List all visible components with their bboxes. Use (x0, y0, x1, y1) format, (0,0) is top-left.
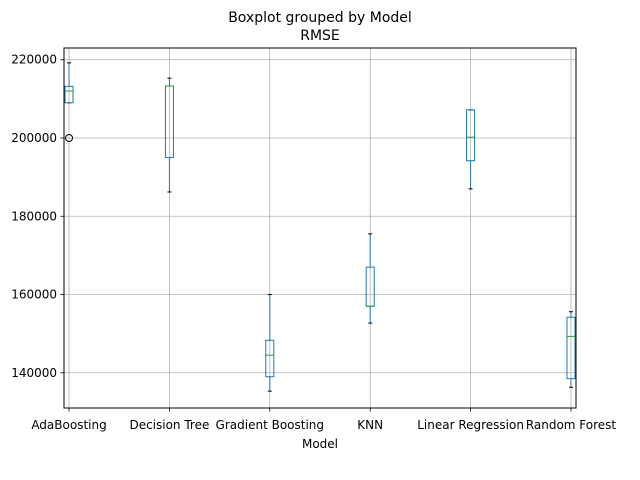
plot-frame (63, 47, 577, 409)
box-gradient-boosting (265, 294, 275, 392)
x-tick-label: Linear Regression (417, 418, 524, 432)
chart-suptitle: Boxplot grouped by Model (228, 10, 412, 26)
box-adaboosting (64, 62, 74, 142)
x-axis-label: Model (302, 437, 338, 451)
box-knn (365, 233, 375, 324)
iqr-box (64, 85, 74, 104)
grid-layer (64, 48, 576, 408)
x-tick-label: Random Forest (526, 418, 617, 432)
iqr-box (466, 109, 476, 162)
chart-title: RMSE (300, 28, 340, 44)
y-tick-label: 140000 (11, 366, 57, 380)
iqr-box (265, 339, 275, 378)
box-linear-regression (466, 109, 476, 190)
y-tick-label: 220000 (11, 53, 57, 67)
x-tick-label: Gradient Boosting (216, 418, 324, 432)
x-tick-label: Decision Tree (129, 418, 209, 432)
box-decision-tree (164, 77, 174, 193)
tick-layer: 140000 160000 180000 200000 220000 AdaBoostin… (11, 53, 616, 432)
y-tick-label: 180000 (11, 209, 57, 223)
box-layer (64, 62, 576, 392)
y-tick-label: 200000 (11, 131, 57, 145)
y-tick-label: 160000 (11, 288, 57, 302)
x-tick-label: AdaBoosting (31, 418, 106, 432)
iqr-box (566, 316, 576, 380)
x-tick-label: KNN (357, 418, 383, 432)
box-random-forest (566, 311, 576, 388)
outlier-point (65, 134, 74, 142)
